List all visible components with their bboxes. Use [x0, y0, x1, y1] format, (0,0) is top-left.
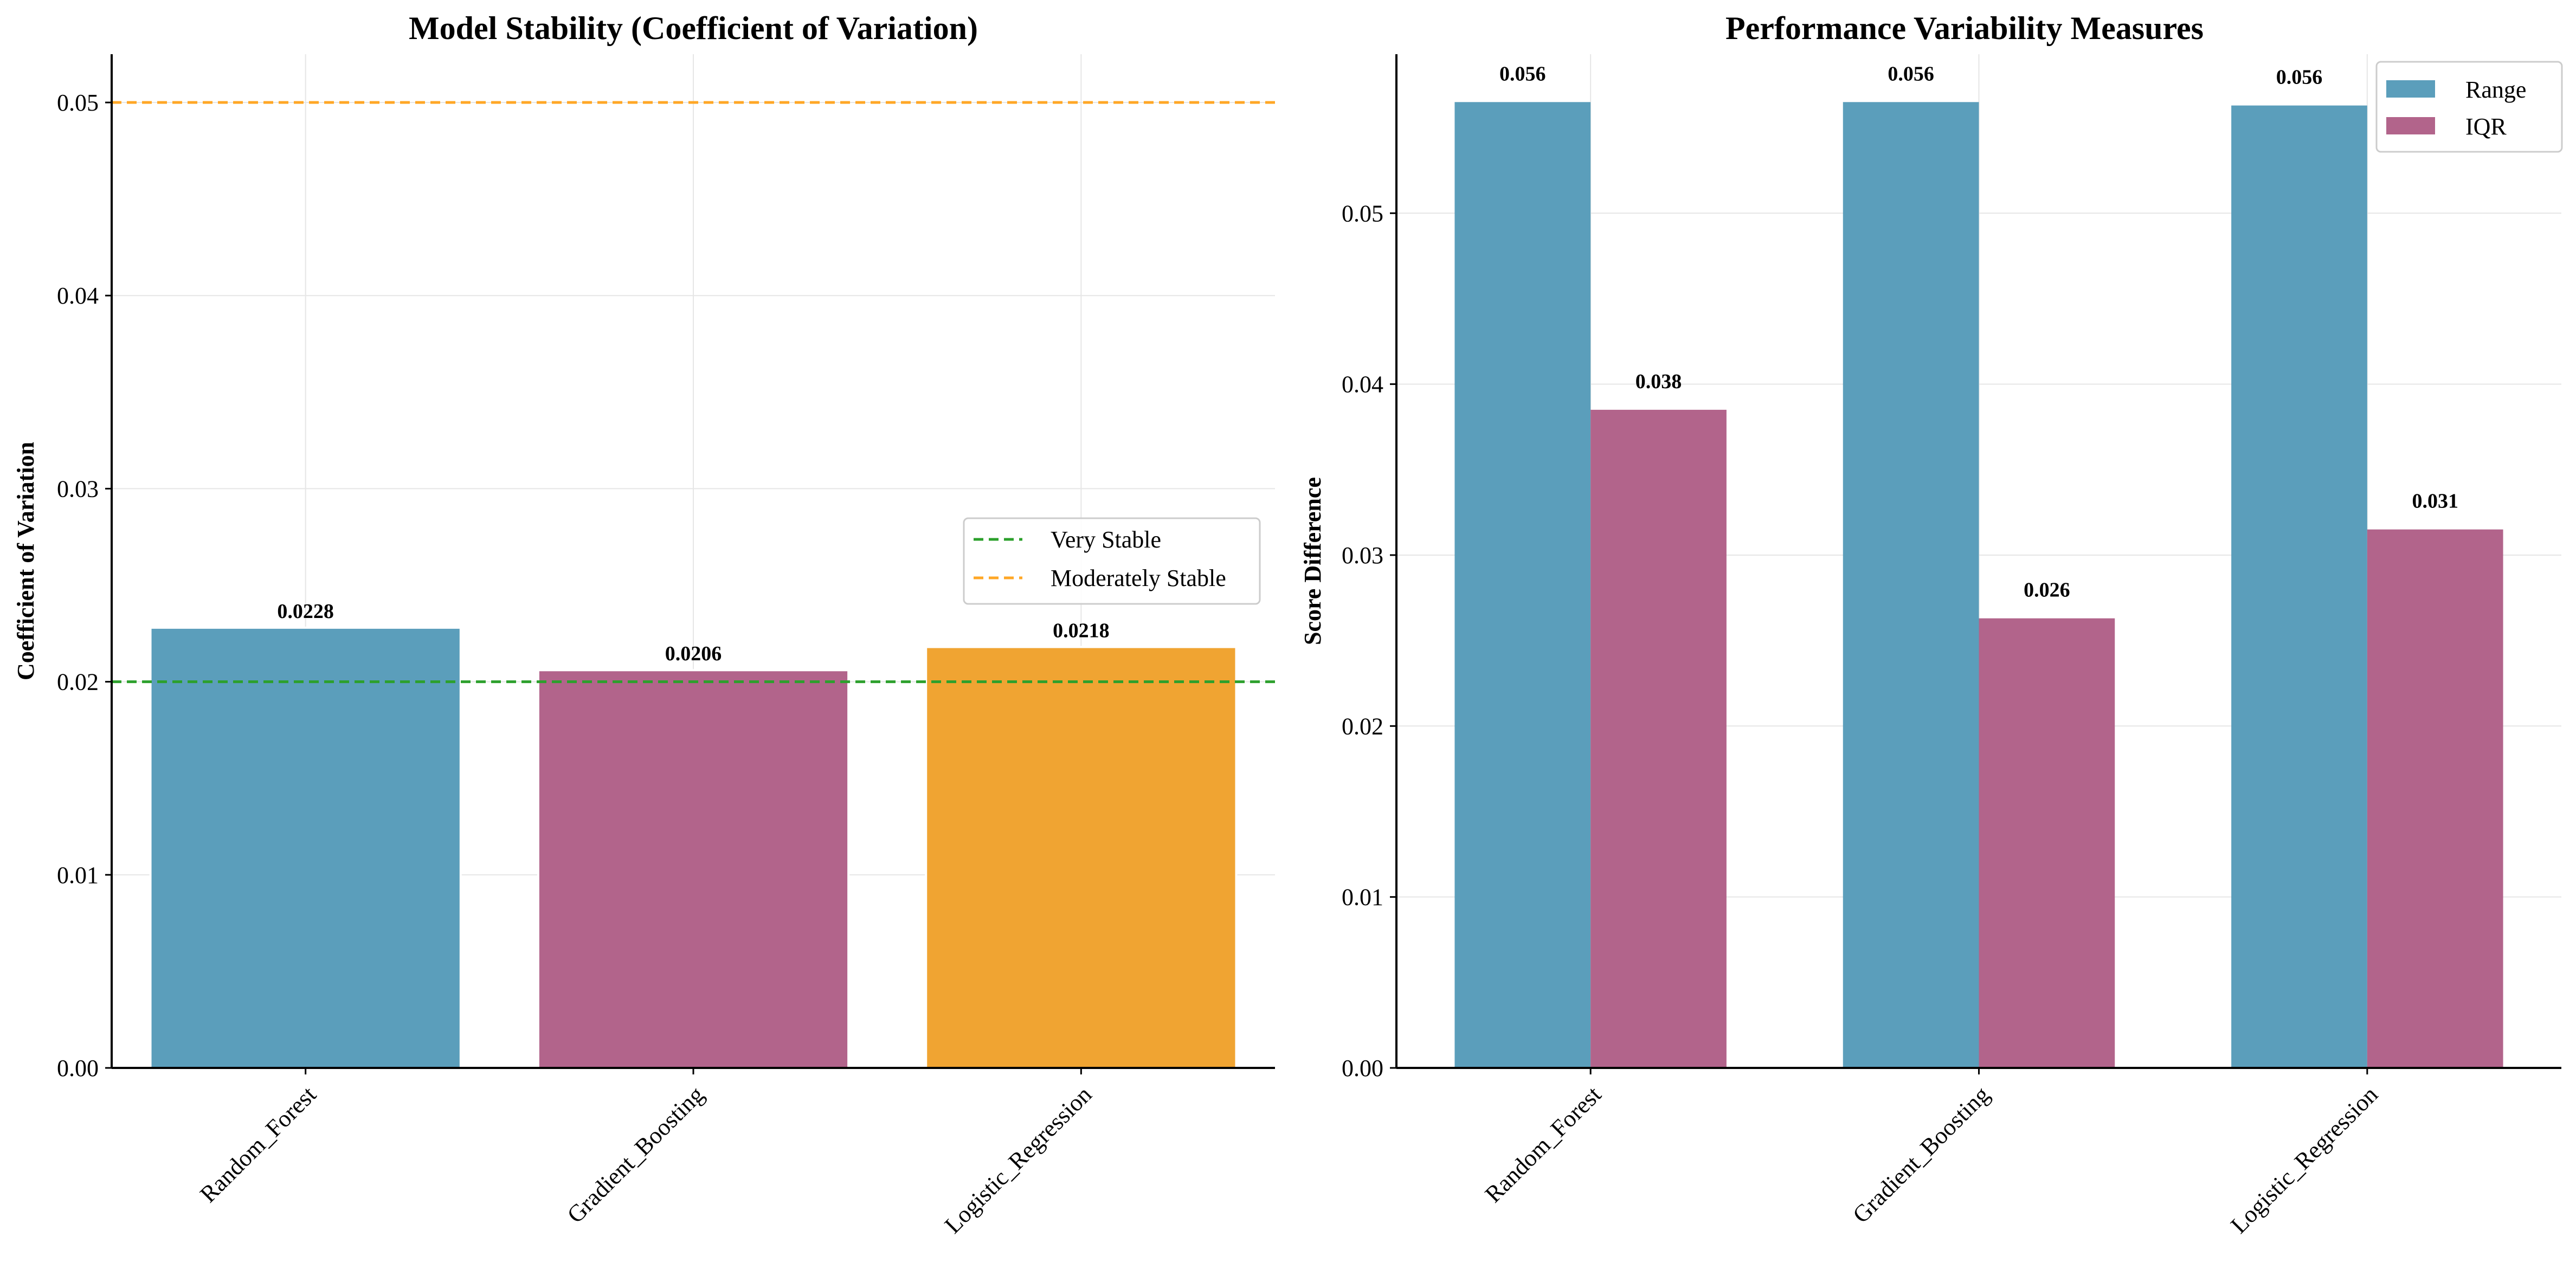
bar-range-logistic-regression	[2231, 105, 2367, 1068]
bar-iqr-logistic-regression	[2367, 529, 2503, 1068]
stability-chart: Model Stability (Coefficient of Variatio…	[12, 10, 1275, 1239]
y-tick-label: 0.03	[57, 475, 99, 502]
bar-range-random-forest	[1454, 102, 1591, 1068]
y-axis-label: Score Difference	[1299, 477, 1326, 645]
legend-swatch-iqr	[2386, 117, 2435, 134]
bars	[1454, 102, 2503, 1068]
reference-lines	[112, 101, 1275, 684]
legend-label-very-stable: Very Stable	[1051, 526, 1161, 553]
legend-label-iqr: IQR	[2465, 113, 2507, 140]
y-tick-label: 0.03	[1342, 542, 1383, 569]
bar-value-label: 0.056	[1499, 62, 1546, 85]
bar-random-forest	[149, 626, 462, 1069]
legend-swatch-range	[2386, 80, 2435, 98]
y-tick-label: 0.00	[57, 1055, 99, 1081]
bar-range-gradient-boosting	[1843, 102, 1979, 1068]
legend: Very Stable Moderately Stable	[963, 517, 1261, 605]
y-tick-label: 0.04	[1342, 371, 1383, 398]
y-ticks: 0.00 0.01 0.02 0.03 0.04 0.05	[57, 89, 112, 1081]
bar-value-label: 0.0228	[277, 600, 334, 623]
legend-box	[963, 517, 1261, 605]
bar-value-label: 0.031	[2412, 490, 2458, 513]
bar-value-labels: 0.056 0.056 0.056 0.038 0.026 0.031	[1499, 62, 2458, 601]
bar-iqr-random-forest	[1590, 409, 1727, 1068]
bar-value-label: 0.0218	[1053, 620, 1110, 642]
bar-value-label: 0.0206	[665, 642, 722, 665]
bar-gradient-boosting	[537, 669, 850, 1069]
bars	[149, 626, 1238, 1069]
y-tick-label: 0.04	[57, 282, 99, 309]
bar-logistic-regression	[925, 646, 1238, 1069]
y-tick-label: 0.01	[57, 862, 99, 888]
y-tick-label: 0.05	[1342, 200, 1383, 227]
bar-value-label: 0.056	[2276, 66, 2323, 89]
legend-label-moderately-stable: Moderately Stable	[1051, 565, 1226, 591]
bar-value-labels: 0.0228 0.0206 0.0218	[277, 600, 1109, 665]
legend: Range IQR	[2375, 61, 2563, 153]
y-ticks: 0.00 0.01 0.02 0.03 0.04 0.05	[1342, 200, 1396, 1081]
y-tick-label: 0.00	[1342, 1055, 1383, 1081]
legend-label-range: Range	[2465, 76, 2526, 103]
y-tick-label: 0.02	[1342, 713, 1383, 739]
y-axis-label: Coefficient of Variation	[12, 442, 39, 680]
y-tick-label: 0.05	[57, 89, 99, 116]
chart-title: Performance Variability Measures	[1725, 10, 2204, 46]
chart-title: Model Stability (Coefficient of Variatio…	[409, 10, 978, 46]
y-tick-label: 0.02	[57, 669, 99, 696]
y-tick-label: 0.01	[1342, 884, 1383, 911]
bar-value-label: 0.026	[2024, 579, 2070, 602]
bar-value-label: 0.038	[1635, 370, 1682, 393]
variability-chart: Performance Variability Measures Score D…	[1299, 10, 2563, 1239]
bar-iqr-gradient-boosting	[1979, 618, 2115, 1068]
bar-value-label: 0.056	[1888, 62, 1934, 85]
